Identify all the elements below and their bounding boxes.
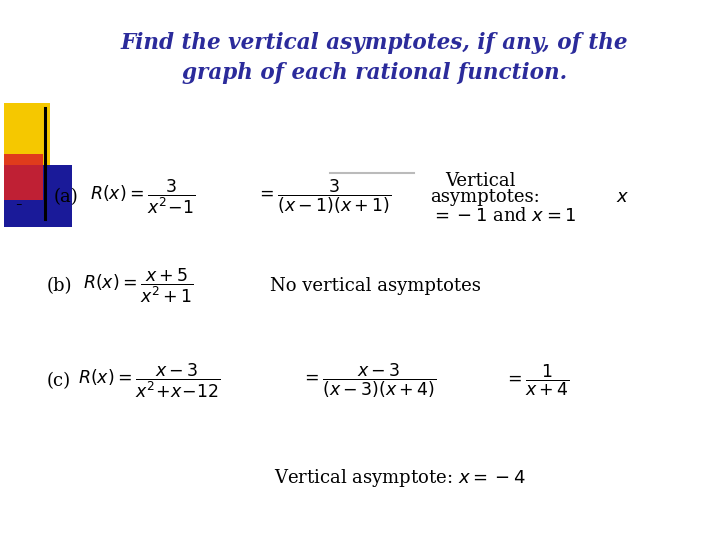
Text: $= \dfrac{x-3}{(x-3)(x+4)}$: $= \dfrac{x-3}{(x-3)(x+4)}$ [301, 361, 437, 400]
Bar [4, 103, 50, 165]
Text: Vertical asymptote: $x = -4$: Vertical asymptote: $x = -4$ [274, 467, 525, 489]
Text: $R(x) = \dfrac{x-3}{x^2\!+\!x\!-\!12}$: $R(x) = \dfrac{x-3}{x^2\!+\!x\!-\!12}$ [78, 361, 220, 400]
Text: graph of each rational function.: graph of each rational function. [182, 62, 567, 84]
Text: No vertical asymptotes: No vertical asymptotes [270, 277, 481, 295]
Text: (c): (c) [47, 372, 71, 390]
Text: Vertical: Vertical [445, 172, 516, 190]
Text: Find the vertical asymptotes, if any, of the: Find the vertical asymptotes, if any, of… [121, 32, 628, 54]
Text: asymptotes:: asymptotes: [431, 188, 540, 206]
Bar [4, 154, 43, 200]
Text: -: - [14, 196, 22, 214]
Text: $= -1$ and $x = 1$: $= -1$ and $x = 1$ [431, 207, 576, 225]
Text: $= \dfrac{1}{x+4}$: $= \dfrac{1}{x+4}$ [504, 363, 570, 399]
Bar [4, 165, 72, 227]
Text: $R(x) = \dfrac{3}{x^2\!-\!1}$: $R(x) = \dfrac{3}{x^2\!-\!1}$ [90, 178, 195, 217]
Text: $= \dfrac{3}{(x-1)(x+1)}$: $= \dfrac{3}{(x-1)(x+1)}$ [256, 178, 392, 217]
Text: (a): (a) [54, 188, 78, 206]
Text: (b): (b) [47, 277, 72, 295]
Text: $R(x) = \dfrac{x+5}{x^2+1}$: $R(x) = \dfrac{x+5}{x^2+1}$ [83, 267, 194, 306]
Text: $x$: $x$ [616, 188, 629, 206]
